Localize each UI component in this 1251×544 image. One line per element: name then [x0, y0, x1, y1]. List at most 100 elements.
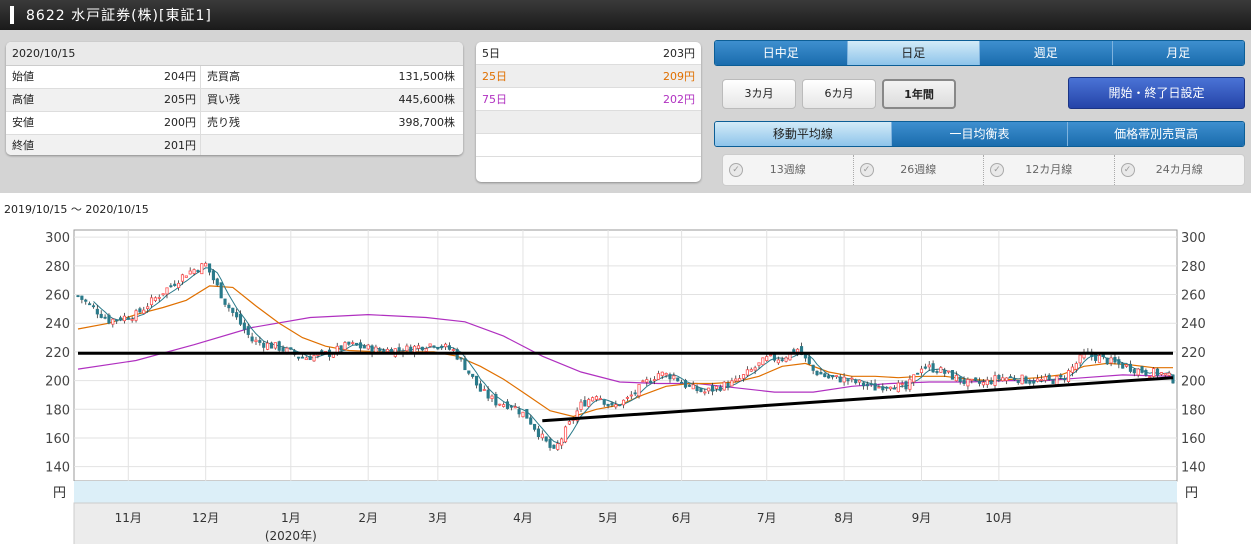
tab-volume-profile[interactable]: 価格帯別売買高: [1067, 122, 1244, 146]
ma75-line: [77, 313, 1174, 393]
month-axis: [73, 502, 1178, 544]
y-tick-label-left: 160: [45, 432, 70, 447]
candle-body: [88, 303, 92, 306]
candle-body: [757, 362, 761, 366]
date-range-button[interactable]: 開始・終了日設定: [1068, 77, 1245, 109]
candle-body: [300, 356, 304, 359]
tab-ichimoku[interactable]: 一目均衡表: [890, 122, 1068, 146]
candle-body: [1097, 355, 1102, 363]
candle-body: [691, 384, 695, 390]
candle-body: [745, 369, 749, 376]
y-tick-label-left: 140: [45, 461, 70, 476]
candle-body: [227, 304, 231, 309]
plot-area: [73, 229, 1178, 482]
candle-body: [807, 356, 811, 365]
y-tick-label-left: 300: [45, 231, 70, 246]
candle-body: [312, 355, 316, 362]
candle-body: [664, 373, 668, 376]
month-label: 9月: [912, 511, 932, 525]
candle-body: [84, 299, 88, 302]
candle-body: [1121, 362, 1125, 369]
candle-body: [211, 270, 215, 281]
chart-type-tabs: 日中足 日足 週足 月足: [714, 40, 1245, 66]
candle-body: [997, 375, 1001, 379]
ma-row-5: 5日 203円: [476, 42, 701, 65]
tab-moving-average[interactable]: 移動平均線: [715, 122, 891, 146]
tab-monthly[interactable]: 月足: [1111, 41, 1244, 65]
candle-body: [358, 342, 363, 349]
unit-cell-left: [0, 481, 74, 503]
candle-body: [830, 375, 835, 378]
candle-body: [931, 363, 935, 373]
candle-body: [374, 346, 378, 353]
candle-body: [718, 386, 722, 391]
candle-body: [494, 393, 498, 406]
candle-body: [668, 374, 672, 380]
y-tick-label-right: 160: [1181, 432, 1206, 447]
check-26w[interactable]: ✓ 26週線: [852, 155, 984, 185]
candle-body: [927, 364, 931, 368]
candle-body: [741, 374, 746, 379]
tab-daily[interactable]: 日足: [846, 41, 979, 65]
y-tick-label-right: 220: [1181, 346, 1206, 361]
candle-body: [289, 347, 293, 350]
candle-body: [850, 377, 854, 380]
month-label: 8月: [834, 511, 854, 525]
candle-body: [235, 312, 239, 318]
candle-body: [676, 377, 680, 382]
y-tick-label-left: 240: [45, 317, 70, 332]
check-24m[interactable]: ✓ 24カ月線: [1113, 155, 1245, 185]
candle-body: [575, 410, 579, 421]
candle-body: [436, 347, 440, 350]
candle-body: [687, 384, 691, 387]
candle-body: [281, 347, 285, 352]
ma-label: 75日: [482, 93, 507, 106]
candle-body: [1016, 380, 1020, 383]
check-12m[interactable]: ✓ 12カ月線: [983, 155, 1114, 185]
candle-body: [219, 282, 223, 299]
candle-body: [1155, 368, 1160, 376]
volume-label: [201, 135, 281, 155]
tab-intraday[interactable]: 日中足: [715, 41, 847, 65]
candle-body: [474, 375, 479, 386]
candle-body: [1020, 374, 1024, 385]
month-label: 5月: [598, 511, 618, 525]
price-value: 204円: [66, 66, 201, 88]
candle-body: [1128, 363, 1133, 372]
candle-body: [939, 367, 943, 373]
candle-body: [490, 395, 494, 399]
period-3m-button[interactable]: 3カ月: [722, 79, 796, 109]
tab-weekly[interactable]: 週足: [979, 41, 1112, 65]
price-row: 高値 205円 買い残 445,600株: [6, 89, 463, 112]
candle-body: [765, 356, 769, 361]
candle-body: [954, 374, 958, 382]
price-value: 205円: [66, 89, 201, 111]
candle-body: [250, 336, 254, 342]
volume-value: 398,700株: [398, 116, 456, 129]
candle-body: [424, 348, 428, 352]
candle-body: [540, 433, 544, 439]
period-6m-button[interactable]: 6カ月: [802, 79, 876, 109]
period-1y-button[interactable]: 1年間: [882, 79, 956, 109]
candle-body: [533, 423, 537, 430]
candle-body: [970, 378, 974, 381]
candle-body: [204, 262, 208, 267]
candle-body: [308, 356, 312, 361]
candle-body: [447, 345, 452, 350]
candle-body: [645, 379, 649, 383]
candle-body: [517, 409, 521, 415]
month-label: 10月: [985, 511, 1012, 525]
candle-body: [362, 345, 366, 349]
candle-body: [444, 343, 448, 348]
unit-label-left: 円: [53, 486, 66, 501]
price-value: 201円: [66, 135, 201, 155]
check-13w[interactable]: ✓ 13週線: [723, 155, 853, 185]
candle-body: [463, 358, 467, 371]
checkbox-icon: ✓: [1120, 163, 1135, 177]
candle-body: [869, 383, 873, 385]
candle-body: [1051, 380, 1055, 384]
y-tick-label-left: 180: [45, 403, 70, 418]
candle-body: [1136, 368, 1140, 376]
candle-body: [513, 406, 517, 409]
candle-body: [629, 394, 633, 397]
